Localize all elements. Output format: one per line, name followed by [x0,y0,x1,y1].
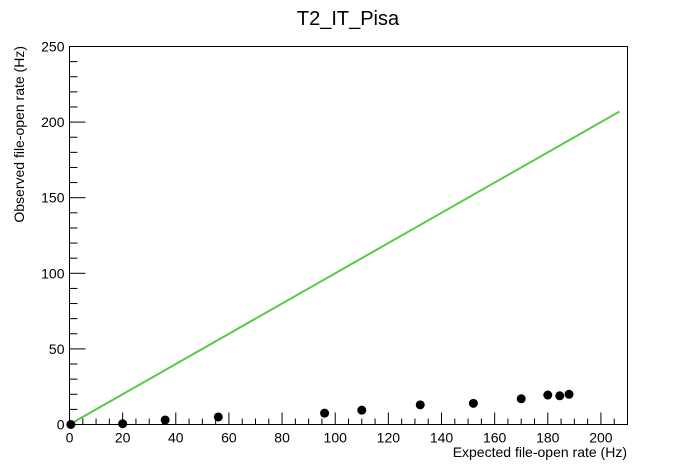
data-point [516,394,526,404]
data-point [564,389,574,399]
chart-title: T2_IT_Pisa [297,8,400,30]
x-tick-label: 160 [483,430,507,446]
data-point [415,400,425,410]
reference-line-group [69,110,621,426]
y-axis-label: Observed file-open rate (Hz) [11,46,27,223]
data-point [555,391,565,401]
x-tick-label: 0 [66,430,74,446]
data-point [118,419,128,429]
x-axis-label: Expected file-open rate (Hz) [453,444,627,460]
x-tick-label: 120 [377,430,401,446]
y-tick-label: 0 [57,417,65,433]
x-axis: 0 20 40 60 80 100 120 140 160 180 200 [66,412,628,446]
x-tick-label: 180 [536,430,560,446]
x-tick-label: 200 [589,430,613,446]
y-tick-label: 100 [41,265,65,281]
y-tick-label: 150 [41,190,65,206]
data-point [320,408,330,418]
data-point [160,415,170,425]
y-axis: 0 50 100 150 200 250 [41,39,86,433]
x-tick-label: 20 [115,430,131,446]
x-tick-label: 60 [221,430,237,446]
x-tick-label: 40 [168,430,184,446]
data-point [213,412,223,422]
x-tick-label: 100 [324,430,348,446]
x-tick-label: 140 [430,430,454,446]
data-point [468,398,478,408]
data-points [66,389,574,429]
x-tick-label: 80 [274,430,290,446]
data-point [66,420,76,429]
y-tick-label: 200 [41,114,65,130]
y-tick-label: 50 [49,341,65,357]
data-point [543,390,553,400]
data-point [357,405,367,415]
y-tick-label: 250 [41,39,65,55]
plot-frame [69,46,628,425]
reference-line [69,110,621,426]
